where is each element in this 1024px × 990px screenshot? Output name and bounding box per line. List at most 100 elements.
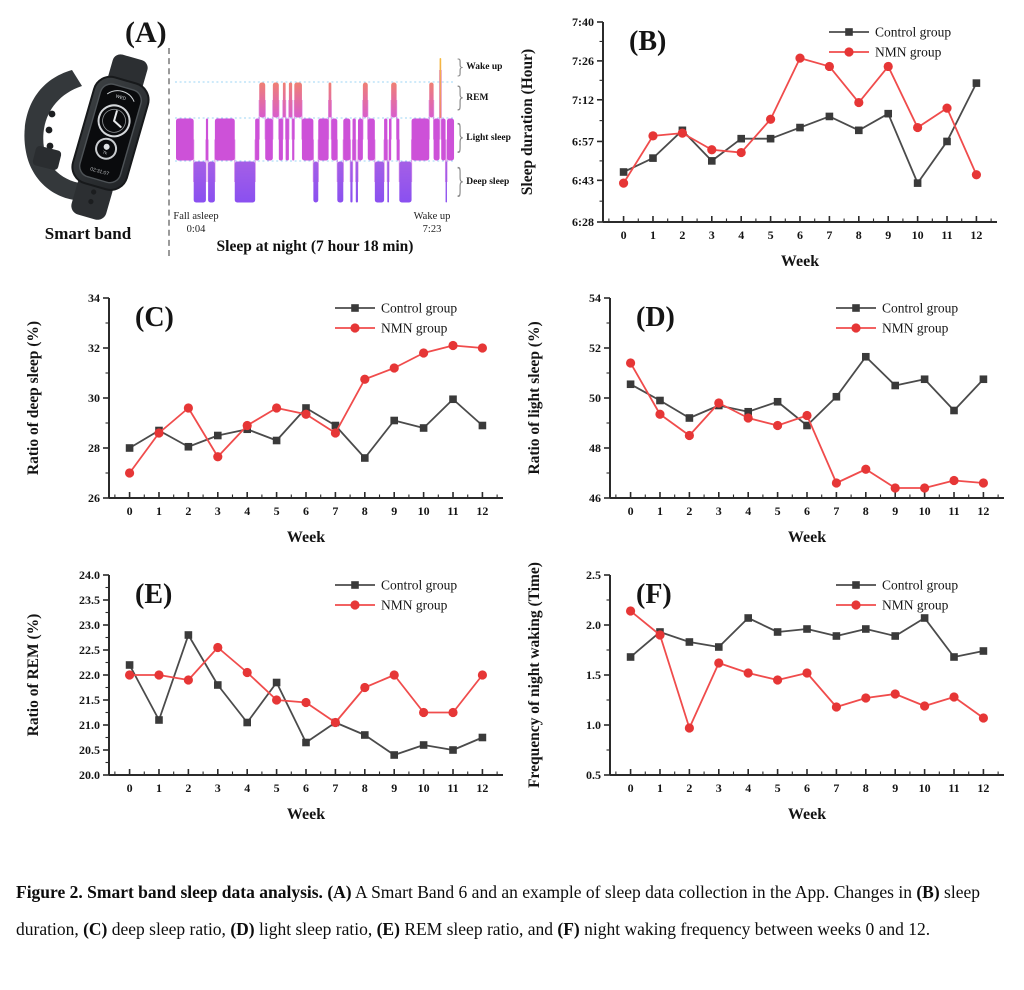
data-point — [449, 395, 457, 404]
data-point — [978, 713, 989, 723]
data-point — [302, 738, 310, 747]
data-point — [743, 413, 753, 423]
data-point — [891, 632, 900, 640]
sleep-segment-light — [367, 118, 375, 161]
data-point — [920, 614, 929, 622]
series-line — [128, 634, 483, 756]
x-axis: 0 1 2 3 4 5 6 7 8 9 10 11 12 — [114, 492, 498, 518]
caption-bold-segment: (F) — [557, 918, 580, 939]
y-axis: 20.0 20.5 21.0 21.5 22.0 22.5 23.0 23.5 24.0 — [79, 568, 109, 782]
stage-label-light: Light sleep — [466, 133, 511, 143]
legend-marker-square — [852, 304, 860, 312]
y-tick-label: 23.5 — [79, 593, 100, 607]
y-tick-label: 7:40 — [572, 15, 594, 29]
data-point — [744, 614, 752, 622]
data-point — [979, 375, 988, 384]
data-point — [861, 693, 871, 703]
panel-letter: (B) — [629, 26, 666, 57]
data-point — [685, 414, 694, 422]
x-tick-label: 1 — [657, 781, 663, 795]
data-point — [677, 128, 687, 138]
series-line — [629, 617, 984, 658]
x-tick-label: 4 — [745, 504, 751, 518]
sleep-segment-light — [318, 118, 329, 161]
data-point — [883, 61, 893, 72]
sleep-segment-deep — [387, 161, 389, 203]
x-tick-label: 12 — [476, 504, 488, 518]
data-point — [618, 178, 629, 188]
sleep-segment-light — [205, 118, 209, 161]
y-tick-label: 32 — [88, 341, 100, 355]
brace-icon: } — [456, 55, 465, 79]
stage-row-rem: } REM — [456, 80, 504, 116]
data-point — [684, 430, 694, 441]
data-point — [619, 168, 628, 176]
x-axis: 0 1 2 3 4 5 6 7 8 9 10 11 12 — [608, 216, 992, 242]
data-point — [360, 374, 370, 384]
caption-bold-segment: (C) — [83, 918, 108, 939]
y-tick-label: 50 — [589, 391, 601, 405]
data-point — [124, 670, 135, 680]
stage-row-deep: } Deep sleep — [456, 160, 509, 204]
x-axis-title: Week — [287, 529, 325, 546]
caption-bold-segment: (A) — [327, 881, 352, 902]
sleep-segment-deep — [445, 161, 447, 203]
sleep-segment-light — [255, 118, 260, 161]
sleep-segment-light — [433, 118, 440, 161]
sleep-segment-light — [331, 118, 338, 161]
data-point — [389, 363, 399, 373]
svg-text:WED: WED — [115, 93, 127, 101]
sleep-segment-deep — [208, 161, 215, 203]
caption-bold-segment: (D) — [230, 918, 255, 939]
stage-label-deep: Deep sleep — [466, 177, 510, 187]
hypnogram-bars — [176, 58, 455, 203]
x-tick-label: 7 — [332, 781, 338, 795]
data-point — [478, 421, 487, 430]
x-tick-label: 1 — [650, 228, 656, 242]
legend-marker-circle — [350, 323, 360, 333]
data-point — [626, 653, 635, 661]
data-point — [419, 741, 428, 749]
chart-E-svg: 20.020.521.021.522.022.523.023.524.00 1 2 3… — [25, 568, 503, 823]
data-point — [301, 697, 311, 708]
chart-F-svg: 0.51.01.52.02.50 1 2 3 4 5 6 7 8 9 10 11 12WeekFrequ… — [526, 562, 1004, 823]
x-tick-label: 2 — [679, 228, 685, 242]
legend-label: Control group — [875, 25, 951, 40]
data-point — [832, 392, 841, 401]
data-point — [978, 478, 989, 488]
y-axis-title: Ratio of light sleep (%) — [526, 321, 543, 474]
x-tick-label: 5 — [274, 504, 280, 518]
y-axis: 6:28 6:43 6:57 7:12 7:26 7:40 — [572, 15, 603, 229]
data-point — [272, 678, 281, 687]
panel-a-divider — [168, 48, 170, 256]
device-caption: Smart band — [44, 224, 132, 243]
x-tick-label: 1 — [156, 781, 162, 795]
sleep-segment-light — [343, 118, 351, 161]
y-tick-label: 1.0 — [586, 718, 601, 732]
data-point — [419, 707, 429, 718]
x-tick-label: 5 — [775, 504, 781, 518]
x-tick-label: 5 — [775, 781, 781, 795]
y-tick-label: 23.0 — [79, 618, 100, 632]
x-tick-label: 9 — [391, 781, 397, 795]
data-point — [920, 483, 930, 493]
x-tick-label: 4 — [244, 504, 250, 518]
brace-icon: } — [456, 119, 465, 157]
x-tick-label: 0 — [621, 228, 627, 242]
panel-f-chart: 0.5 1.0 1.5 2.0 2.5 0 1 2 3 4 5 6 7 8 9 10 11 12 Week Frequ… — [515, 561, 1020, 833]
data-point — [862, 625, 870, 633]
y-tick-label: 46 — [589, 491, 601, 505]
x-axis-title: Week — [781, 253, 819, 270]
sleep-segment-rem — [272, 82, 279, 118]
x-tick-label: 8 — [856, 228, 862, 242]
x-tick-label: 9 — [892, 504, 898, 518]
x-tick-label: 3 — [215, 781, 221, 795]
x-tick-label: 8 — [863, 504, 869, 518]
x-axis-title: Week — [788, 806, 826, 823]
panel-c-chart: 26 28 30 32 34 0 1 2 3 4 5 6 7 8 9 10 11 12 Week Ratio of d… — [14, 284, 519, 556]
x-tick-label: 3 — [215, 504, 221, 518]
legend-marker-circle — [851, 600, 861, 610]
y-axis: 46 48 50 52 54 — [589, 291, 610, 505]
data-point — [449, 746, 457, 754]
legend-marker-circle — [851, 323, 861, 333]
